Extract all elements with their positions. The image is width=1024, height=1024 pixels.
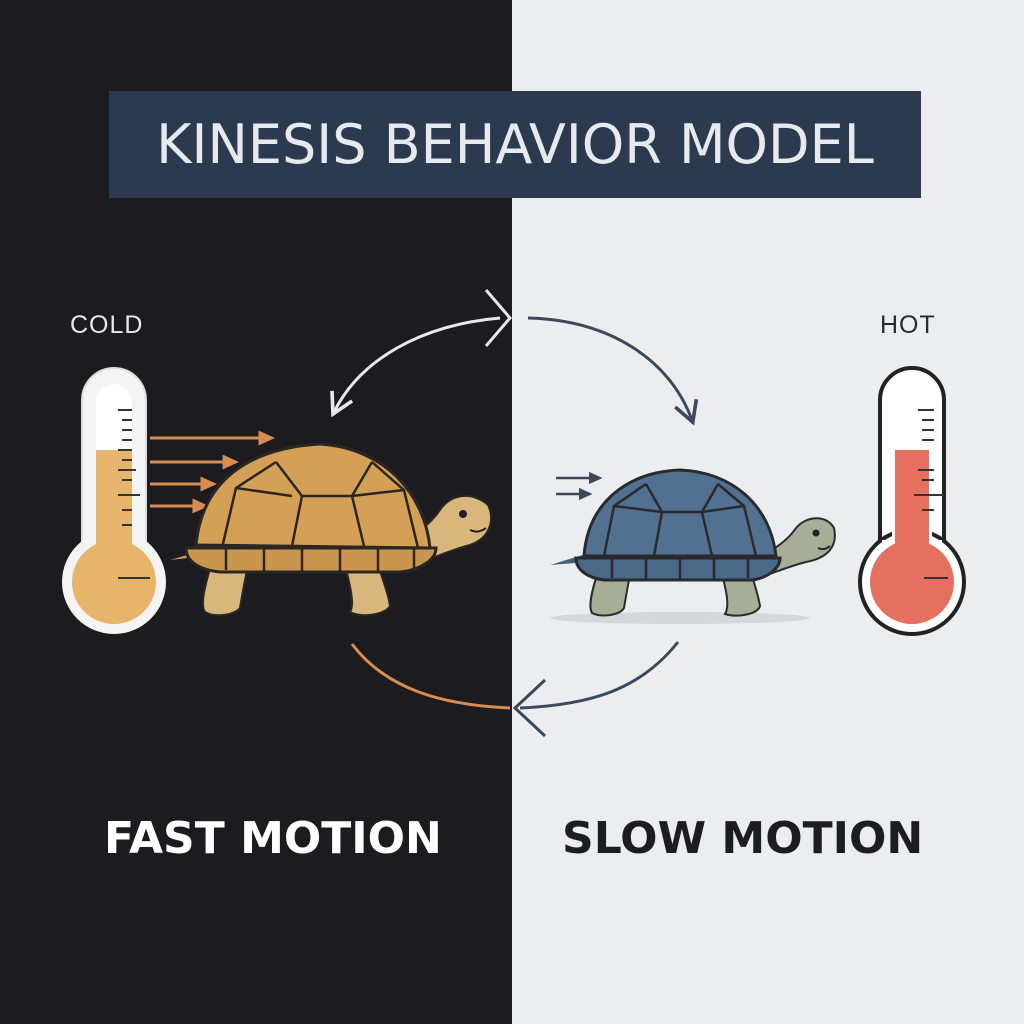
fast-motion-lines-icon (150, 430, 275, 514)
hot-thermometer-icon (858, 366, 966, 636)
fast-turtle-icon (170, 442, 492, 617)
title-banner: KINESIS BEHAVIOR MODEL (109, 91, 921, 198)
slow-motion-lines-icon (556, 471, 603, 501)
fast-motion-label: FAST MOTION (104, 813, 442, 864)
cycle-arrow-icon (330, 289, 699, 738)
slow-motion-label: SLOW MOTION (562, 813, 924, 864)
slow-turtle-icon (550, 468, 836, 624)
cold-label: COLD (70, 311, 144, 339)
cold-thermometer-icon (62, 367, 166, 634)
diagram-title: KINESIS BEHAVIOR MODEL (156, 113, 874, 176)
hot-label: HOT (880, 311, 936, 339)
